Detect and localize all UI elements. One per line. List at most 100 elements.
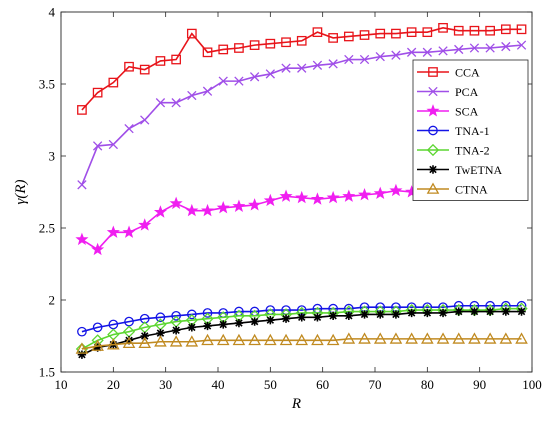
data-point-pca [92, 141, 103, 151]
legend-item-tna-2: TNA-2 [417, 144, 490, 158]
data-point-ctna [216, 333, 230, 346]
data-point-sca [279, 189, 293, 202]
data-point-cca [155, 56, 166, 66]
legend-label: CCA [455, 66, 480, 80]
data-point-ctna [248, 333, 261, 346]
data-point-pca [265, 69, 275, 79]
data-point-ctna [75, 342, 89, 354]
data-point-sca [326, 190, 340, 204]
data-point-pca [249, 72, 260, 82]
data-point-sca [295, 190, 309, 204]
x-tick-label: 80 [421, 377, 434, 392]
data-point-ctna [279, 333, 293, 346]
legend-item-pca: PCA [417, 85, 479, 99]
data-point-cca [186, 28, 197, 39]
x-tick-label: 100 [522, 377, 542, 392]
data-point-twetna [140, 331, 149, 341]
y-axis-label: γ(R) [13, 179, 29, 204]
x-tick-label: 40 [212, 377, 225, 392]
data-point-cca [139, 64, 150, 75]
data-point-ctna [107, 338, 120, 350]
series-line-tna-1 [81, 304, 522, 333]
data-point-cca [92, 87, 103, 98]
axes: 10 20 30 40 50 60 70 80 90 100 1.5 2 2.5 3 3.5 4 [39, 5, 542, 393]
data-point-cca [359, 30, 370, 40]
data-point-ctna [468, 332, 481, 344]
data-point-cca [438, 22, 448, 33]
data-point-pca [469, 43, 480, 53]
data-point-pca [454, 44, 464, 55]
data-point-twetna [423, 308, 432, 318]
data-point-sca [169, 196, 183, 210]
data-point-sca [248, 198, 262, 211]
x-tick-label: 90 [473, 377, 486, 392]
data-point-ctna [91, 339, 104, 351]
data-point-cca [469, 25, 480, 36]
data-point-cca [516, 24, 527, 35]
x-tick-label: 70 [369, 377, 382, 392]
data-point-twetna [93, 343, 102, 352]
data-point-pca [406, 47, 417, 57]
data-point-ctna [326, 333, 340, 346]
data-point-pca [108, 139, 118, 150]
data-point-cca [234, 43, 244, 53]
legend-marker [426, 182, 440, 194]
data-point-cca [249, 40, 260, 50]
data-point-cca [296, 35, 307, 46]
x-tick-label: 30 [159, 377, 172, 392]
data-point-ctna [185, 335, 199, 347]
data-point-twetna [77, 350, 87, 359]
data-point-ctna [452, 332, 466, 344]
data-point-cca [218, 44, 229, 55]
legend-label: CTNA [455, 183, 488, 197]
data-point-twetna [266, 315, 275, 325]
data-point-sca [310, 192, 324, 205]
data-point-ctna [499, 332, 513, 344]
data-point-ctna [483, 332, 497, 344]
data-point-twetna [517, 307, 526, 316]
legend-label: TwETNA [455, 163, 502, 177]
data-point-sca [342, 189, 356, 202]
x-tick-label: 10 [55, 377, 68, 392]
data-point-tna-1 [171, 310, 181, 321]
data-point-ctna [232, 333, 246, 346]
data-point-pca [140, 115, 150, 125]
data-point-ctna [405, 332, 418, 344]
data-point-ctna [436, 332, 450, 344]
legend-item-ctna: CTNA [417, 182, 488, 197]
data-point-cca [453, 25, 464, 36]
data-point-ctna [389, 332, 403, 344]
legend-marker [426, 143, 440, 157]
data-point-ctna [138, 336, 152, 349]
legend-label: PCA [455, 85, 479, 99]
data-point-tna-1 [202, 308, 213, 318]
legend-item-sca: SCA [417, 104, 479, 119]
series-ctna [75, 332, 528, 354]
legend-marker [428, 86, 438, 97]
data-point-ctna [311, 333, 324, 346]
data-point-pca [312, 60, 323, 70]
data-point-tna-1 [92, 322, 103, 333]
data-point-ctna [342, 332, 356, 344]
data-point-cca [485, 25, 495, 36]
data-point-pca [516, 40, 527, 50]
data-point-cca [500, 24, 511, 35]
data-point-pca [485, 43, 495, 53]
data-point-pca [359, 54, 370, 65]
data-point-pca [422, 47, 432, 57]
data-point-twetna [156, 328, 165, 338]
data-point-ctna [264, 333, 277, 346]
legend-item-twetna: TwETNA [417, 163, 502, 177]
data-point-cca [108, 77, 119, 88]
legend-label: TNA-2 [455, 144, 490, 158]
data-point-pca [155, 98, 166, 108]
series-cca [77, 22, 527, 115]
series-tna-2 [75, 302, 528, 356]
data-point-pca [171, 98, 181, 108]
data-point-ctna [358, 332, 371, 344]
data-point-sca [232, 199, 246, 212]
data-point-twetna [344, 311, 354, 321]
data-point-pca [501, 41, 511, 52]
data-point-cca [171, 54, 181, 65]
